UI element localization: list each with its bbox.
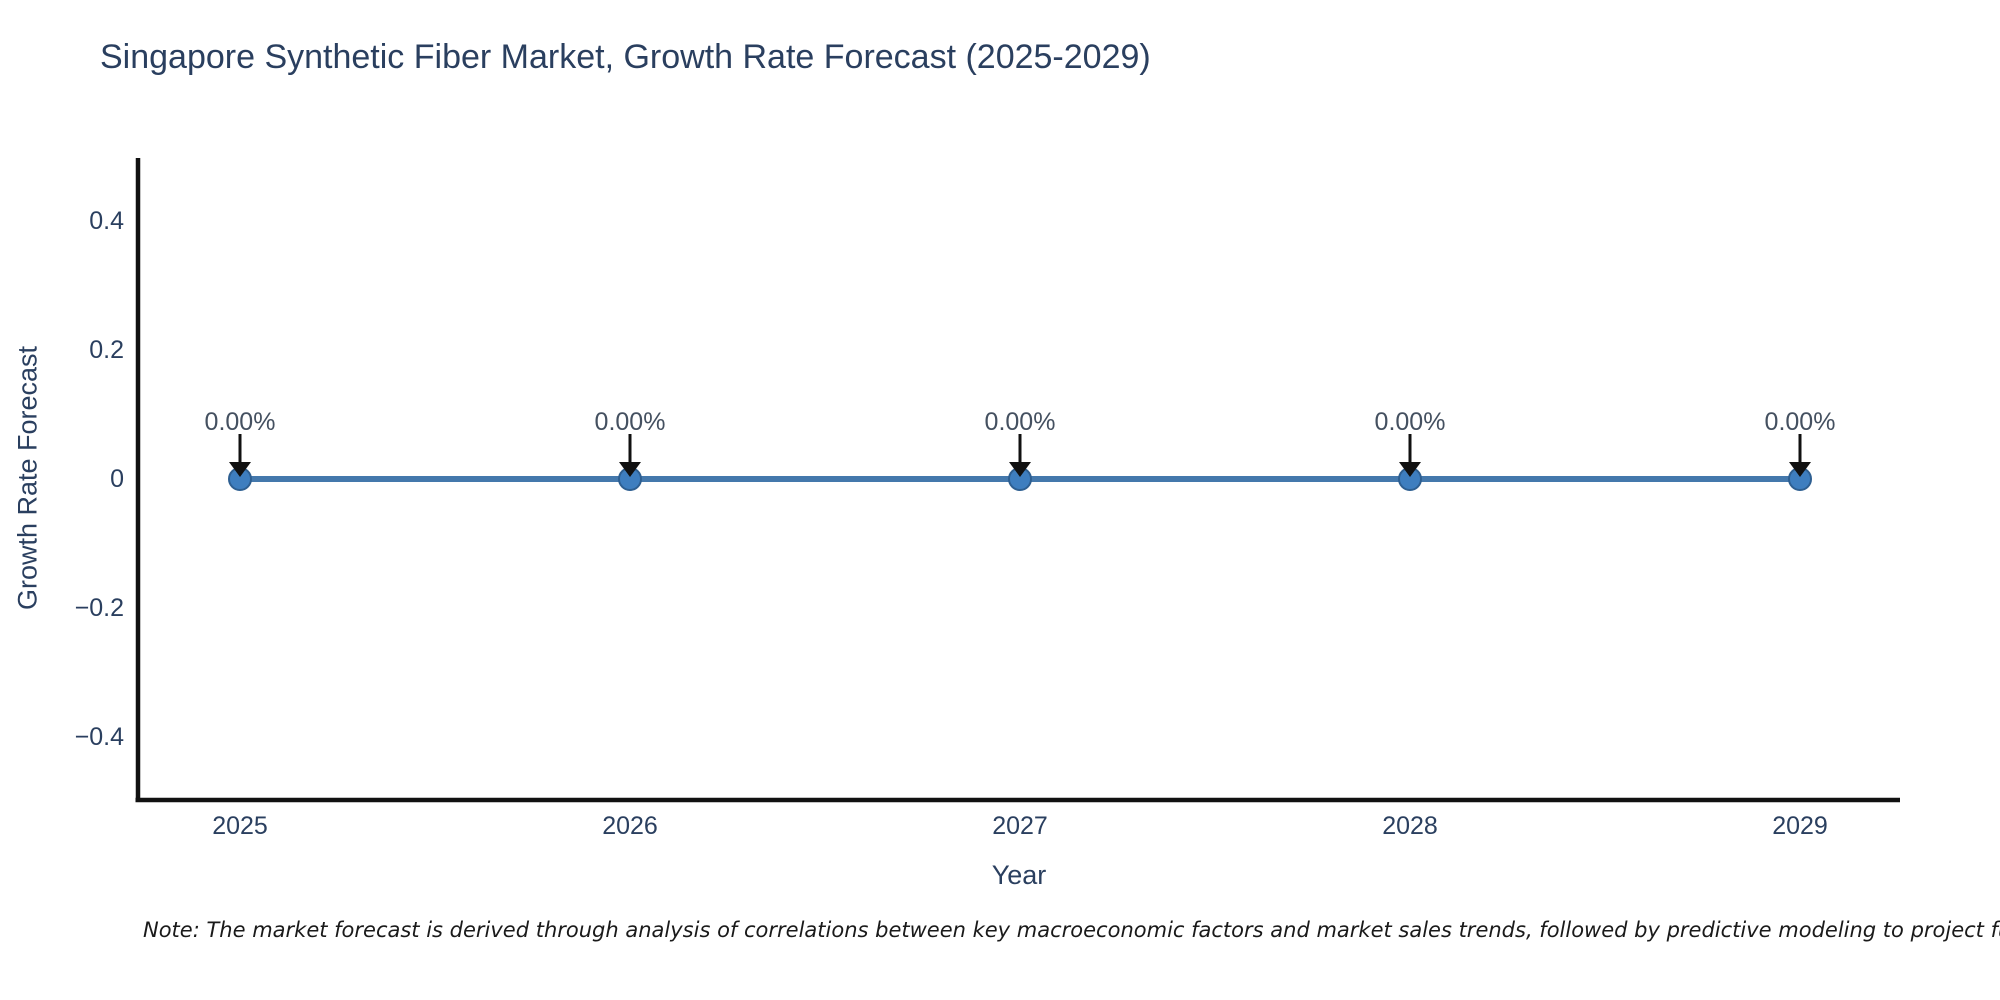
point-annotation: 0.00%	[1375, 408, 1446, 436]
point-annotation: 0.00%	[205, 408, 276, 436]
point-annotation: 0.00%	[985, 408, 1056, 436]
annotation-arrow-head	[1009, 462, 1031, 477]
x-tick-label: 2026	[602, 812, 658, 840]
footnote: Note: The market forecast is derived thr…	[143, 918, 2000, 942]
chart-title: Singapore Synthetic Fiber Market, Growth…	[100, 38, 1151, 76]
y-tick-label: 0.4	[89, 207, 124, 235]
annotation-arrow-head	[229, 462, 251, 477]
y-tick-label: 0.2	[89, 336, 124, 364]
annotation-arrow-head	[1399, 462, 1421, 477]
point-annotation: 0.00%	[595, 408, 666, 436]
x-tick-label: 2029	[1772, 812, 1828, 840]
annotation-arrow-head	[619, 462, 641, 477]
y-tick-label: −0.4	[75, 723, 124, 751]
annotation-arrow-head	[1789, 462, 1811, 477]
y-tick-label: −0.2	[75, 594, 124, 622]
point-annotation: 0.00%	[1765, 408, 1836, 436]
x-axis-title: Year	[991, 860, 1047, 890]
x-tick-label: 2027	[992, 812, 1048, 840]
x-tick-label: 2028	[1382, 812, 1438, 840]
y-tick-label: 0	[110, 465, 124, 493]
x-tick-label: 2025	[212, 812, 268, 840]
